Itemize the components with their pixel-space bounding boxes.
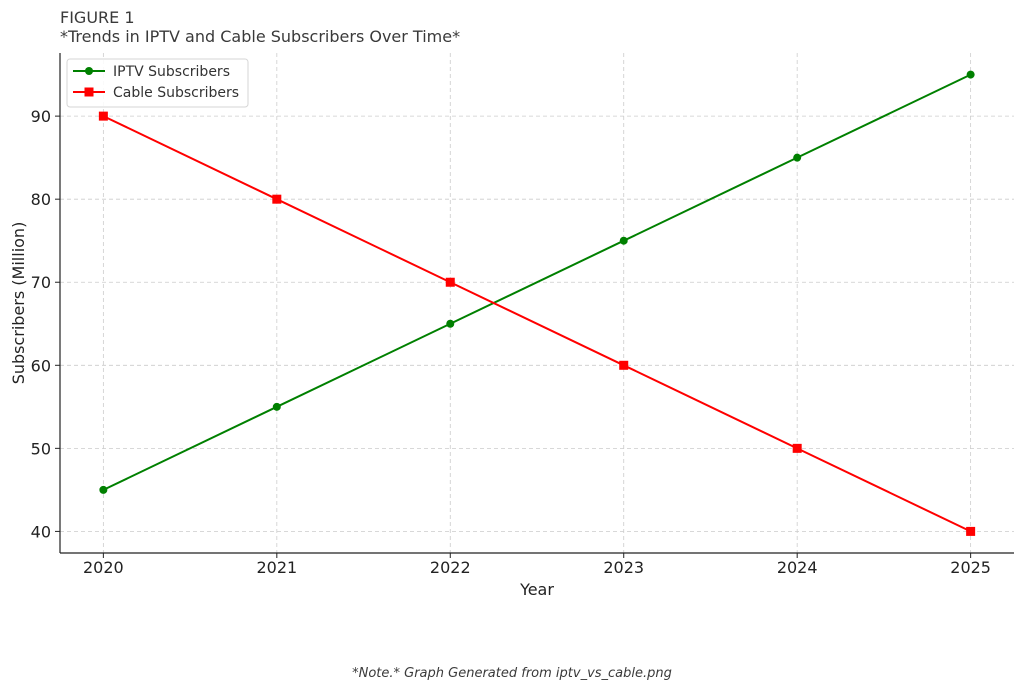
data-point-iptv-subscribers — [272, 402, 281, 411]
data-point-cable-subscribers — [966, 526, 976, 536]
data-point-cable-subscribers — [792, 443, 802, 453]
data-point-iptv-subscribers — [99, 485, 108, 494]
figure-note: *Note.* Graph Generated from iptv_vs_cab… — [352, 666, 672, 681]
y-tick-label: 80 — [31, 190, 51, 209]
y-axis-label: Subscribers (Million) — [9, 222, 28, 385]
chart-legend: IPTV Subscribers Cable Subscribers — [66, 58, 249, 108]
chart-axes — [59, 53, 1014, 554]
chart-grid — [60, 53, 1014, 553]
x-tick-label: 2022 — [430, 558, 471, 577]
y-tick-label: 40 — [31, 522, 51, 541]
data-point-iptv-subscribers — [966, 70, 975, 79]
chart-series — [98, 70, 976, 536]
x-axis-label: Year — [519, 580, 554, 599]
x-tick-label: 2024 — [777, 558, 818, 577]
series-line-cable-subscribers — [102, 115, 972, 533]
y-tick-label: 90 — [31, 107, 51, 126]
figure-title: *Trends in IPTV and Cable Subscribers Ov… — [60, 27, 461, 46]
data-point-iptv-subscribers — [793, 153, 802, 162]
data-point-cable-subscribers — [98, 111, 108, 121]
data-point-iptv-subscribers — [619, 236, 628, 245]
x-tick-label: 2021 — [256, 558, 297, 577]
data-point-iptv-subscribers — [446, 319, 455, 328]
y-tick-label: 70 — [31, 273, 51, 292]
series-line-iptv-subscribers — [102, 73, 972, 491]
x-tick-label: 2020 — [83, 558, 124, 577]
y-tick-label: 60 — [31, 356, 51, 375]
data-point-cable-subscribers — [619, 360, 629, 370]
y-tick-label: 50 — [31, 439, 51, 458]
legend-label-iptv-subscribers: IPTV Subscribers — [113, 64, 230, 80]
chart-ticks: 2020 2021 2022 2023 2024 2025 40 50 60 70 80 90 — [31, 107, 991, 577]
legend-label-cable-subscribers: Cable Subscribers — [113, 85, 239, 101]
legend-marker-iptv-subscribers — [85, 67, 93, 75]
data-point-cable-subscribers — [272, 194, 282, 204]
data-point-cable-subscribers — [445, 277, 455, 287]
x-tick-label: 2025 — [950, 558, 991, 577]
legend-box — [66, 58, 249, 108]
x-tick-label: 2023 — [603, 558, 644, 577]
legend-marker-cable-subscribers — [84, 87, 94, 97]
figure-label: FIGURE 1 — [60, 8, 135, 27]
